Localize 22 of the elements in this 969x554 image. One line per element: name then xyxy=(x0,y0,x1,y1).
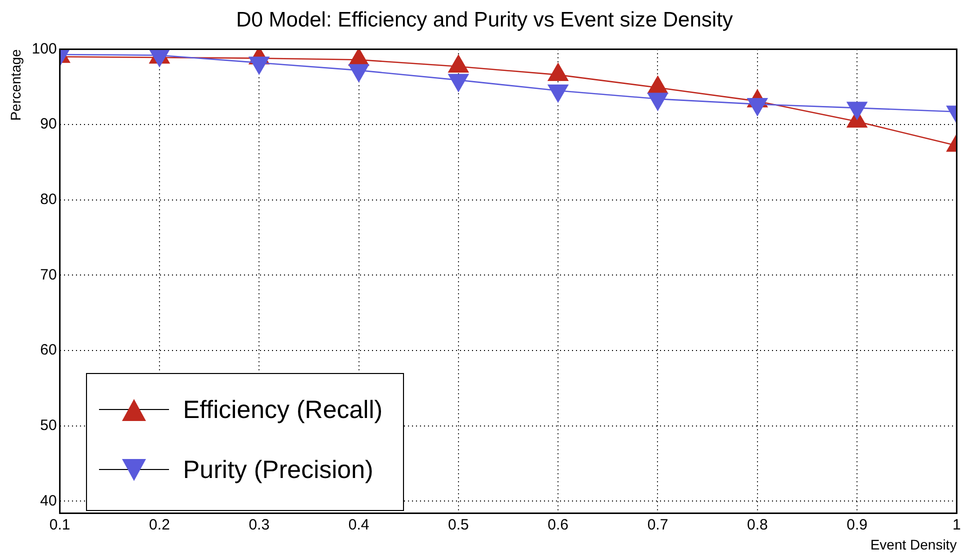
x-tick-label: 0.9 xyxy=(846,516,868,534)
y-tick-label: 70 xyxy=(40,266,57,284)
legend-label: Purity (Precision) xyxy=(183,456,374,484)
x-tick-label: 0.5 xyxy=(448,516,469,534)
y-tick-label: 50 xyxy=(40,416,57,434)
chart-title: D0 Model: Efficiency and Purity vs Event size Density xyxy=(236,8,734,32)
x-tick-label: 0.8 xyxy=(746,516,768,534)
x-tick-label: 0.3 xyxy=(248,516,270,534)
x-axis-title: Event Density xyxy=(870,536,957,552)
y-tick-label: 100 xyxy=(32,40,57,58)
x-tick-label: 1 xyxy=(952,516,961,534)
y-tick-label: 40 xyxy=(40,492,57,510)
y-tick-label: 80 xyxy=(40,190,57,208)
x-tick-label: 0.1 xyxy=(49,516,70,534)
y-tick-label: 90 xyxy=(40,116,57,133)
legend-label: Efficiency (Recall) xyxy=(183,396,383,424)
x-tick-label: 0.2 xyxy=(149,516,170,534)
x-tick-label: 0.4 xyxy=(348,516,370,534)
y-axis-title: Percentage xyxy=(7,48,24,121)
x-tick-label: 0.6 xyxy=(548,516,569,534)
y-tick-label: 60 xyxy=(40,342,57,359)
x-tick-label: 0.7 xyxy=(647,516,668,534)
